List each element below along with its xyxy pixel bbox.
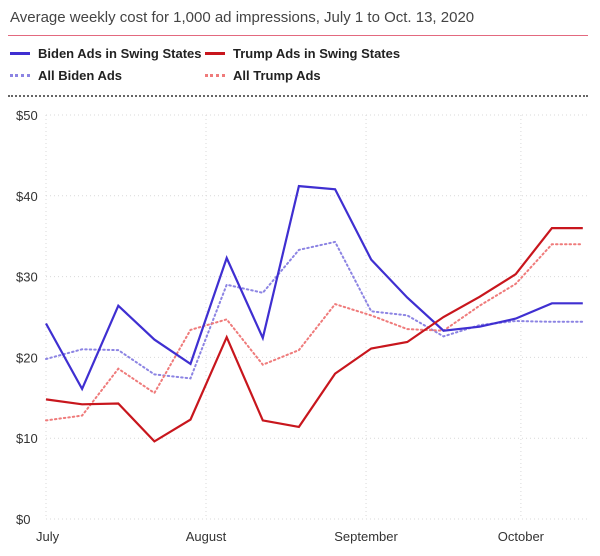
y-tick-label: $0 (16, 512, 30, 527)
legend-swatch-all-biden (10, 74, 30, 77)
x-tick-label: July (36, 529, 60, 544)
legend-label-all-biden: All Biden Ads (38, 68, 123, 83)
legend-swatch-all-trump (205, 74, 225, 77)
y-tick-label: $50 (16, 108, 38, 123)
chart-title: Average weekly cost for 1,000 ad impress… (10, 9, 475, 26)
series-line-biden-ads-in-swing-states (45, 184, 583, 392)
x-tick-label: October (498, 529, 545, 544)
y-tick-label: $30 (16, 270, 38, 285)
title-divider (8, 35, 588, 36)
x-tick-label: August (186, 529, 227, 544)
legend-label-trump-swing: Trump Ads in Swing States (233, 46, 401, 61)
legend-swatch-trump-swing (205, 52, 225, 55)
line-chart: $0 $10 $20 $30 $40 $50 July August September Octo… (16, 108, 588, 544)
legend-swatch-biden-swing (10, 52, 30, 55)
y-tick-label: $20 (16, 350, 38, 365)
series-line-all-trump-ads (45, 243, 584, 422)
y-tick-label: $10 (16, 431, 38, 446)
legend-label-all-trump: All Trump Ads (233, 68, 321, 83)
y-tick-label: $40 (16, 189, 38, 204)
legend-item-biden-swing: Biden Ads in Swing States (10, 46, 201, 61)
series-line-trump-ads-in-swing-states (45, 227, 583, 443)
legend-divider (8, 95, 588, 97)
legend-item-trump-swing: Trump Ads in Swing States (205, 46, 400, 61)
x-tick-label: September (334, 529, 398, 544)
legend-item-all-trump: All Trump Ads (205, 68, 321, 83)
legend-label-biden-swing: Biden Ads in Swing States (38, 46, 202, 61)
series-line-all-biden-ads (45, 240, 584, 380)
legend-item-all-biden: All Biden Ads (10, 68, 122, 83)
chart-legend: Biden Ads in Swing States Trump Ads in S… (10, 46, 590, 90)
